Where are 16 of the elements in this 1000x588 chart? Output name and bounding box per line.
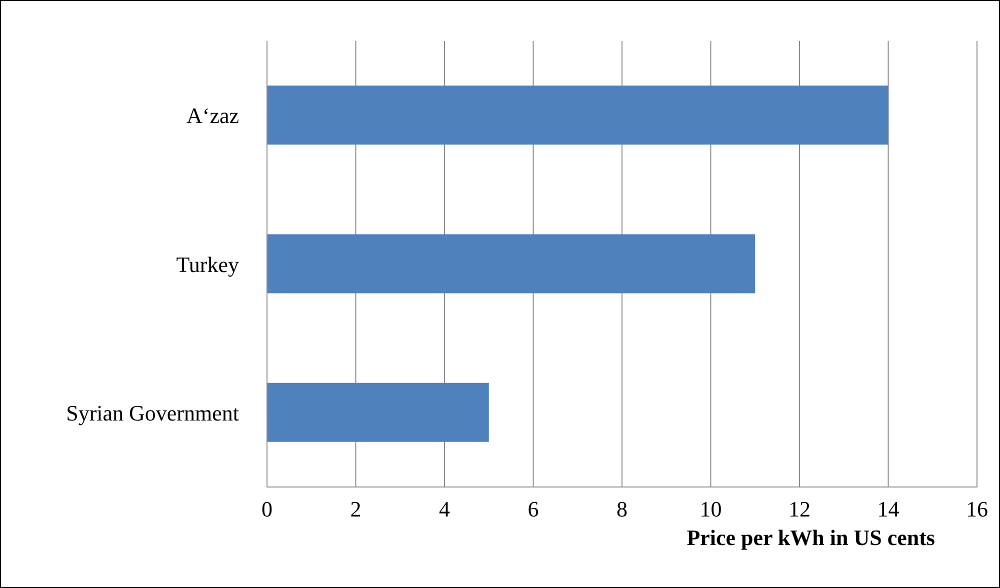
x-tick-label: 16 <box>966 496 988 522</box>
x-tick-label: 2 <box>350 496 362 522</box>
y-tick-label: A‘zaz <box>186 103 240 128</box>
bar <box>267 382 489 442</box>
x-tick-label: 14 <box>877 496 900 522</box>
y-tick-label: Turkey <box>176 252 239 277</box>
x-tick-label: 8 <box>616 496 628 522</box>
y-tick-label: Syrian Government <box>66 400 239 426</box>
x-axis-title: Price per kWh in US cents <box>686 525 936 550</box>
x-tick-label: 0 <box>262 496 272 522</box>
bar <box>267 86 888 145</box>
x-tick-label: 10 <box>700 496 722 522</box>
bar <box>267 234 756 294</box>
x-tick-label: 4 <box>439 496 450 522</box>
x-tick-label: 12 <box>788 496 810 522</box>
x-tick-label: 6 <box>528 496 539 522</box>
